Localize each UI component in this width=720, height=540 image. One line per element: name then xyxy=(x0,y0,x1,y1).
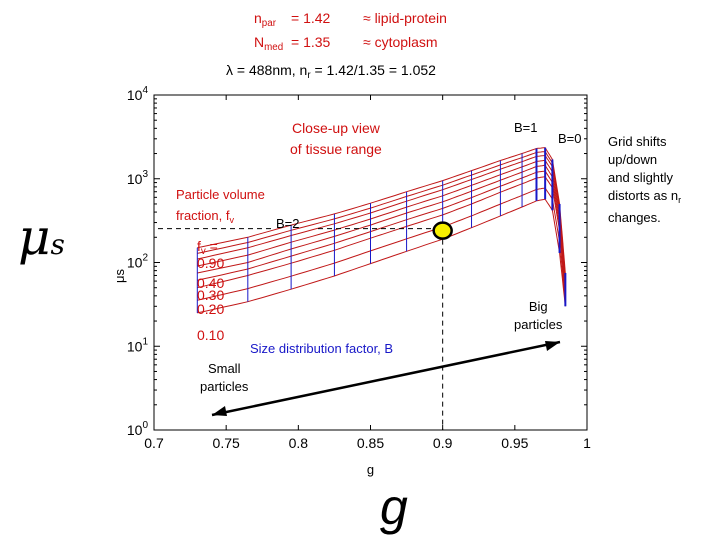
fv-label: 0.20 xyxy=(197,301,224,317)
fv-series-line xyxy=(197,147,566,274)
nmed-note: ≈ cytoplasm xyxy=(363,34,438,50)
fv-label: 0.10 xyxy=(197,327,224,343)
y-axis-label: μs xyxy=(112,269,127,283)
closeup-note: Close-up view of tissue range xyxy=(290,120,382,157)
lambda-line: λ = 488nm, nr = 1.42/1.35 = 1.052 xyxy=(226,62,436,81)
nmed-value: = 1.35 xyxy=(291,34,331,50)
x-tick-label: 0.85 xyxy=(357,435,384,451)
x-axis-label: g xyxy=(367,462,374,477)
size-distribution-label: Size distribution factor, B xyxy=(250,341,394,356)
y-tick-label: 103 xyxy=(127,169,149,187)
big-particles-label: Big particles xyxy=(514,299,563,332)
highlight-point xyxy=(432,221,453,240)
b-label: B=1 xyxy=(514,120,538,135)
y-tick-label: 102 xyxy=(127,253,149,271)
b-label: B=0 xyxy=(558,131,582,146)
x-tick-label: 0.8 xyxy=(289,435,309,451)
g-symbol: g xyxy=(380,479,408,535)
x-tick-label: 0.75 xyxy=(213,435,240,451)
x-tick-label: 0.9 xyxy=(433,435,453,451)
fv-equals-label: fv = xyxy=(197,238,218,257)
arrow-head-right xyxy=(545,341,560,351)
npar-label: npar xyxy=(254,10,276,29)
fv-label: 0.30 xyxy=(197,287,224,303)
particle-volume-note: Particle volume fraction, fv xyxy=(176,187,265,225)
x-tick-label: 0.7 xyxy=(144,435,164,451)
particle-size-arrow xyxy=(211,340,561,417)
nmed-label: Nmed xyxy=(254,34,284,53)
x-tick-label: 1 xyxy=(583,435,591,451)
arrow-head-left xyxy=(212,406,227,416)
y-tick-label: 104 xyxy=(127,85,149,103)
npar-note: ≈ lipid-protein xyxy=(363,10,447,26)
grid-shift-note: Grid shifts up/down and slightly distort… xyxy=(608,134,682,225)
x-tick-label: 0.95 xyxy=(501,435,528,451)
y-tick-label: 101 xyxy=(127,336,149,354)
mu-s-symbol: μs xyxy=(18,208,65,266)
fv-label: 0.40 xyxy=(197,275,224,291)
fv-label: 0.90 xyxy=(197,255,224,271)
b-label: B=2 xyxy=(276,216,300,231)
y-tick-label: 100 xyxy=(127,420,149,438)
npar-value: = 1.42 xyxy=(291,10,331,26)
small-particles-label: Small particles xyxy=(200,361,249,394)
